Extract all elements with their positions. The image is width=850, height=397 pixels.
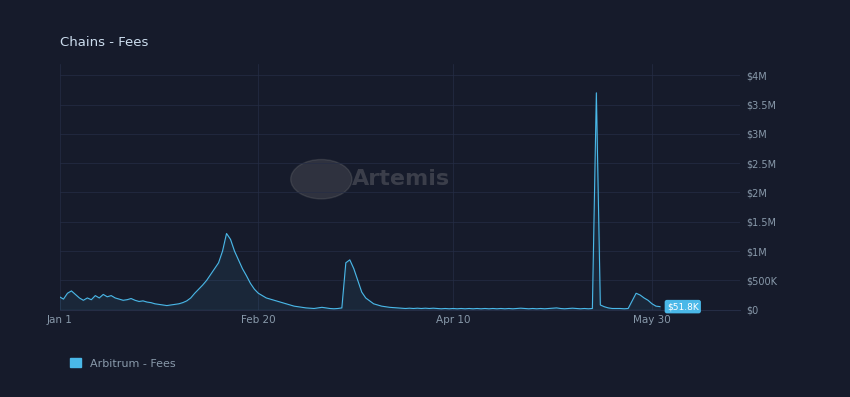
Text: Artemis: Artemis	[352, 169, 450, 189]
Ellipse shape	[291, 160, 352, 199]
Legend: Arbitrum - Fees: Arbitrum - Fees	[65, 354, 179, 373]
Text: $51.8K: $51.8K	[667, 302, 699, 311]
Text: Chains - Fees: Chains - Fees	[60, 36, 148, 49]
